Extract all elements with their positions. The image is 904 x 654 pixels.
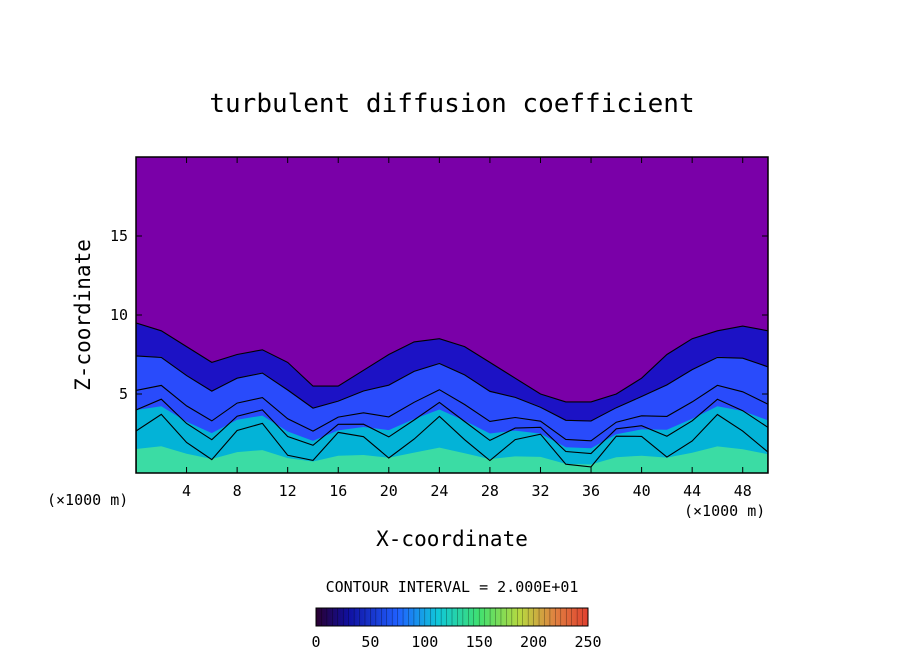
colorbar-tick-label: 250 xyxy=(574,633,601,651)
x-unit-right-label: (×1000 m) xyxy=(684,502,765,520)
x-axis-label: X-coordinate xyxy=(376,527,528,551)
x-tick-label: 32 xyxy=(531,482,549,500)
x-tick-label: 40 xyxy=(633,482,651,500)
contour-line xyxy=(136,384,768,473)
x-tick-label: 36 xyxy=(582,482,600,500)
x-tick-label: 44 xyxy=(683,482,701,500)
colorbar-tick-label: 50 xyxy=(361,633,379,651)
x-tick-label: 8 xyxy=(233,482,242,500)
x-axis: 4 8 12 16 20 24 28 32 36 40 44 48 xyxy=(182,157,752,500)
colorbar-tick-label: 200 xyxy=(520,633,547,651)
y-axis-label: Z-coordinate xyxy=(71,239,95,391)
layer-peak xyxy=(136,446,768,473)
y-tick-label: 5 xyxy=(119,385,128,403)
contour-line xyxy=(136,413,768,473)
x-tick-label: 24 xyxy=(430,482,448,500)
x-tick-label: 20 xyxy=(380,482,398,500)
x-tick-label: 28 xyxy=(481,482,499,500)
x-tick-label: 4 xyxy=(182,482,191,500)
x-tick-label: 12 xyxy=(279,482,297,500)
x-tick-label: 48 xyxy=(734,482,752,500)
colorbar-tick-label: 0 xyxy=(311,633,320,651)
turbulence-field xyxy=(136,322,768,473)
contour-line xyxy=(136,355,768,473)
contour-line xyxy=(136,398,768,473)
colorbar-segments xyxy=(321,608,583,626)
x-unit-left-label: (×1000 m) xyxy=(47,491,128,509)
y-tick-label: 15 xyxy=(110,227,128,245)
colorbar-tick-label: 150 xyxy=(466,633,493,651)
chart-title: turbulent diffusion coefficient xyxy=(209,89,694,119)
x-tick-label: 16 xyxy=(329,482,347,500)
y-tick-label: 10 xyxy=(110,306,128,324)
contour-interval-label: CONTOUR INTERVAL = 2.000E+01 xyxy=(326,578,579,596)
colorbar-tick-label: 100 xyxy=(411,633,438,651)
contour-line xyxy=(136,322,768,473)
colorbar-ticks: 0 50 100 150 200 250 xyxy=(311,633,601,651)
y-axis: 5 10 15 xyxy=(110,227,768,403)
